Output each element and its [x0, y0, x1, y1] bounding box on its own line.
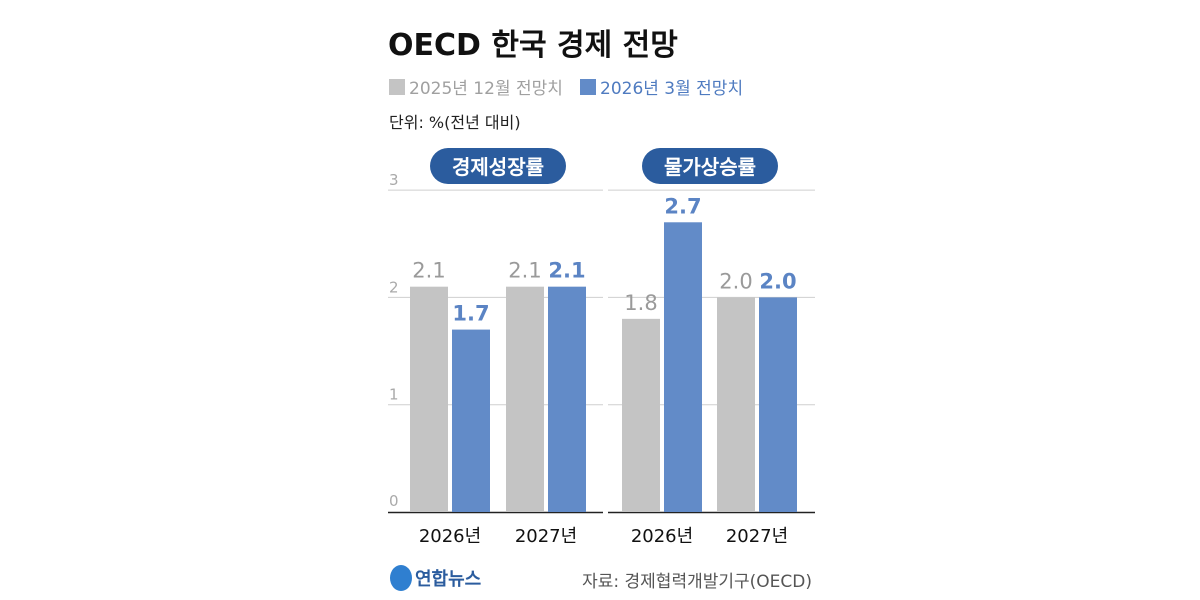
- y-tick-label: 1: [389, 386, 399, 404]
- x-tick-label: 2027년: [515, 526, 577, 547]
- x-tick-label: 2026년: [419, 526, 481, 547]
- data-label: 2.7: [664, 194, 701, 218]
- data-label: 2.1: [508, 259, 541, 283]
- bar: [664, 222, 702, 513]
- logo: 연합뉴스: [390, 565, 481, 591]
- legend-label-old: 2025년 12월 전망치: [409, 79, 563, 99]
- y-tick-label: 2: [389, 278, 399, 296]
- data-label: 2.1: [412, 259, 445, 283]
- data-label: 2.1: [548, 259, 585, 283]
- logo-emblem: [390, 565, 412, 591]
- panel-title-pill: [430, 148, 566, 184]
- bar: [506, 286, 544, 512]
- x-tick-label: 2026년: [631, 526, 693, 547]
- logo-text: 연합뉴스: [415, 568, 481, 590]
- source-note: 자료: 경제협력개발기구(OECD): [582, 572, 812, 592]
- unit-label: 단위: %(전년 대비): [389, 113, 521, 132]
- data-label: 2.0: [759, 269, 796, 293]
- y-tick-label: 3: [389, 171, 399, 189]
- panel-title: 물가상승률: [664, 155, 756, 179]
- legend: 2025년 12월 전망치 2026년 3월 전망치: [389, 79, 743, 99]
- data-label: 1.8: [624, 291, 657, 315]
- data-label: 2.0: [719, 269, 752, 293]
- y-tick-label: 0: [389, 492, 399, 510]
- panel-title-pill: [642, 148, 778, 184]
- bar: [759, 297, 797, 512]
- bar: [717, 297, 755, 512]
- x-tick-label: 2027년: [726, 526, 788, 547]
- bar: [452, 329, 490, 512]
- bar: [622, 318, 660, 512]
- data-label: 1.7: [452, 302, 489, 326]
- legend-swatch-new: [580, 79, 596, 95]
- panel-title: 경제성장률: [452, 155, 544, 179]
- bar: [548, 286, 586, 512]
- chart-title: OECD 한국 경제 전망: [388, 28, 678, 63]
- legend-swatch-old: [389, 79, 405, 95]
- legend-label-new: 2026년 3월 전망치: [600, 79, 743, 99]
- bar: [410, 286, 448, 512]
